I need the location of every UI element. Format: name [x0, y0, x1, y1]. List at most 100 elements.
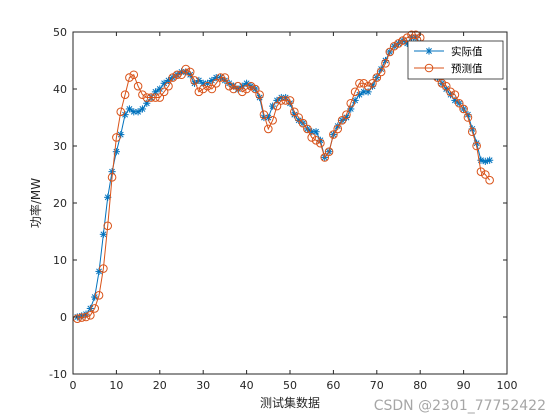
legend-marker-actual [425, 47, 433, 55]
data-point-actual [112, 148, 120, 156]
data-point-predicted [233, 81, 243, 91]
data-point-predicted [203, 81, 212, 91]
data-point-predicted [467, 127, 477, 137]
data-point-predicted [385, 47, 395, 57]
data-point-predicted [463, 113, 473, 122]
data-point-predicted [216, 73, 225, 82]
data-point-predicted [181, 64, 191, 74]
y-tick-label: 30 [53, 140, 67, 153]
series-predicted [73, 30, 494, 324]
x-tick-label: 0 [70, 379, 77, 392]
data-point-predicted [146, 93, 156, 102]
legend-box [407, 40, 504, 80]
x-tick-label: 10 [109, 379, 123, 392]
x-tick-label: 40 [240, 379, 254, 392]
data-point-predicted [342, 110, 351, 119]
data-point-predicted [129, 70, 139, 80]
x-axis-label: 测试集数据 [260, 395, 320, 410]
x-tick-label: 50 [283, 379, 297, 392]
data-point-actual [264, 113, 272, 122]
data-point-predicted [125, 73, 134, 82]
data-point-predicted [277, 96, 286, 105]
data-point-predicted [86, 310, 95, 320]
data-point-predicted [81, 312, 91, 322]
y-tick-label: 0 [60, 311, 67, 324]
data-point-predicted [476, 167, 486, 176]
data-point-predicted [242, 84, 251, 94]
data-point-predicted [168, 73, 178, 82]
data-point-actual [238, 82, 246, 90]
data-point-predicted [107, 173, 117, 182]
data-point-predicted [224, 81, 234, 91]
legend: 实际值 预测值 [407, 40, 504, 80]
data-point-predicted [142, 93, 152, 102]
data-point-predicted [264, 124, 273, 134]
x-tick-label: 60 [326, 379, 340, 392]
plot-area [73, 32, 507, 374]
data-point-predicted [159, 87, 169, 97]
legend-label-actual: 实际值 [451, 45, 483, 58]
data-point-predicted [259, 110, 269, 119]
data-point-actual [125, 105, 134, 113]
data-point-predicted [446, 87, 455, 97]
data-point-actual [86, 304, 94, 313]
data-point-predicted [73, 314, 82, 324]
y-tick-label: 50 [53, 26, 67, 39]
data-point-predicted [346, 98, 356, 108]
data-point-predicted [411, 30, 421, 40]
data-point-predicted [155, 93, 165, 102]
y-tick-label: 20 [53, 197, 67, 210]
data-point-predicted [355, 79, 364, 88]
y-tick-label: -10 [49, 368, 67, 381]
data-point-predicted [172, 70, 182, 80]
data-point-predicted [450, 90, 460, 99]
legend-circle-marker [424, 63, 434, 73]
x-tick-label: 80 [413, 379, 427, 392]
data-point-predicted [394, 39, 403, 48]
data-point-predicted [407, 30, 416, 40]
data-point-predicted [272, 101, 282, 111]
data-point-predicted [198, 84, 208, 94]
y-tick-label: 40 [53, 83, 67, 96]
data-point-actual [160, 79, 168, 87]
data-point-predicted [320, 153, 330, 162]
data-point-actual [156, 85, 164, 93]
series-line-predicted [77, 34, 491, 320]
data-point-actual [312, 128, 320, 136]
data-point-predicted [437, 79, 447, 88]
data-point-predicted [333, 124, 343, 134]
data-point-predicted [376, 67, 386, 77]
legend-marker-predicted [424, 63, 434, 73]
data-point-predicted [359, 79, 369, 88]
data-point-predicted [441, 81, 451, 91]
data-point-predicted [472, 141, 481, 151]
legend-label-predicted: 预测值 [451, 62, 483, 75]
data-point-predicted [316, 138, 325, 148]
data-point-predicted [337, 116, 347, 125]
data-point-actual [203, 79, 212, 87]
data-point-predicted [99, 264, 108, 273]
data-point-predicted [120, 90, 130, 99]
data-point-predicted [229, 84, 238, 94]
data-point-predicted [94, 291, 104, 300]
data-point-predicted [138, 90, 147, 99]
data-point-predicted [220, 73, 230, 82]
data-point-predicted [459, 104, 468, 114]
data-point-predicted [311, 136, 321, 145]
x-tick-label: 20 [153, 379, 167, 392]
y-tick-label: 10 [53, 254, 67, 267]
data-point-actual [208, 76, 216, 85]
data-point-actual [195, 76, 203, 85]
watermark: CSDN @2301_77752422 [373, 398, 546, 414]
data-point-predicted [250, 84, 260, 94]
x-tick-label: 100 [497, 379, 518, 392]
series-layer [73, 30, 494, 324]
data-point-predicted [485, 175, 494, 185]
data-point-actual [364, 88, 372, 96]
y-axis-label: 功率/MW [28, 178, 43, 228]
x-tick-label: 70 [370, 379, 384, 392]
data-point-predicted [298, 118, 308, 128]
data-point-predicted [350, 87, 360, 97]
